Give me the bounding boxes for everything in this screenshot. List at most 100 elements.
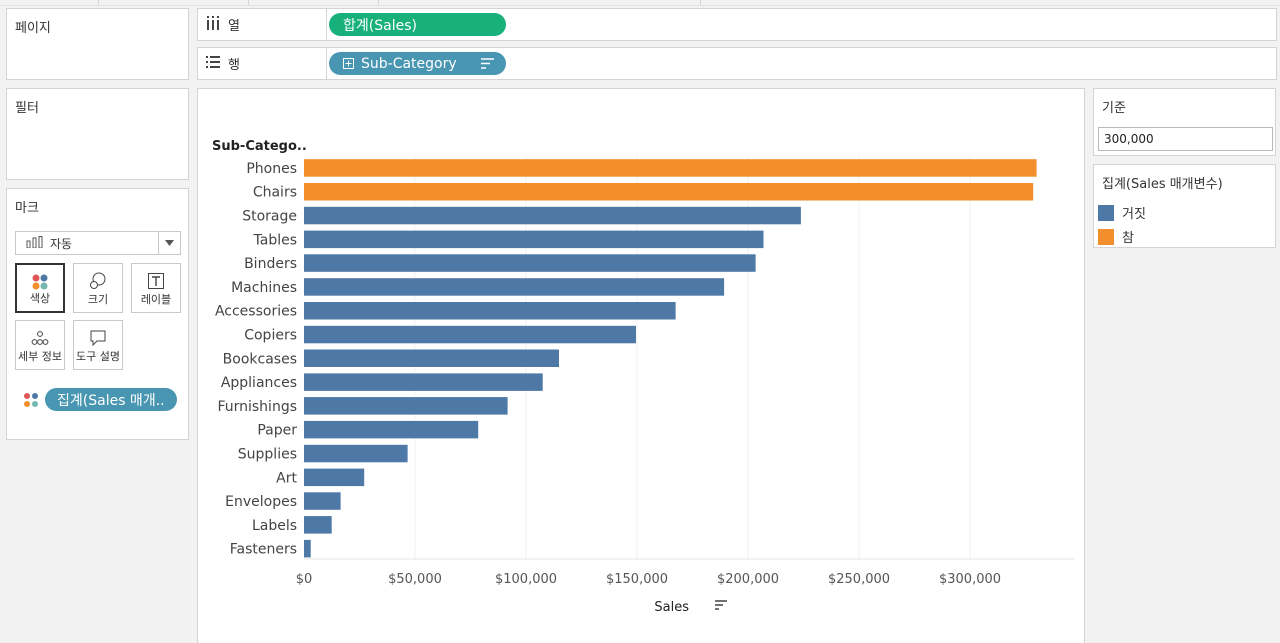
legend-item-true[interactable]: 참 [1098,227,1134,246]
color-button-label: 색상 [29,292,51,305]
tooltip-button[interactable]: 도구 설명 [73,320,123,370]
category-label[interactable]: Paper [257,423,297,439]
text-label-icon [148,273,164,289]
bar[interactable] [304,397,508,415]
bar[interactable] [304,468,365,487]
category-label[interactable]: Labels [252,518,297,534]
columns-pill-sales[interactable]: 합계(Sales) [329,13,506,36]
category-label[interactable]: Bookcases [223,351,297,367]
columns-label-text: 열 [228,19,240,34]
color-dots-icon [32,274,48,290]
speech-bubble-icon [90,330,106,347]
marks-title: 마크 [15,201,39,216]
columns-icon [206,15,220,34]
columns-shelf-label: 열 [198,9,327,40]
detail-dots-icon [31,331,49,345]
tooltip-button-label: 도구 설명 [76,350,120,363]
filters-title: 필터 [15,101,39,116]
bar[interactable] [304,516,332,534]
bar[interactable] [304,492,341,510]
x-axis-title[interactable]: Sales [654,600,689,615]
chart-view: Phones Chairs Storage Tables Binders Machines… [197,88,1085,643]
filters-card[interactable]: 필터 [6,88,189,180]
top-toolbar-strip [0,0,1280,6]
x-tick-label: $200,000 [717,572,779,587]
x-tick-label: $0 [296,572,313,587]
rows-pill-subcategory[interactable]: Sub-Category [329,52,506,75]
bar[interactable] [304,302,676,320]
parameter-input[interactable] [1098,127,1273,151]
parameter-title: 기준 [1102,101,1126,116]
rows-icon [206,55,220,72]
pages-card[interactable]: 페이지 [6,8,189,80]
category-label[interactable]: Art [276,470,297,486]
bar[interactable] [304,539,311,558]
color-field-pill[interactable]: 집계(Sales 매개.. [45,388,177,411]
mark-type-dropdown[interactable]: 자동 [15,231,181,255]
color-button[interactable]: 색상 [15,263,65,313]
category-label[interactable]: Appliances [221,375,297,391]
detail-button-label: 세부 정보 [18,350,62,363]
legend-item-false[interactable]: 거짓 [1098,203,1146,222]
legend-swatch-false [1098,204,1114,221]
category-label[interactable]: Supplies [238,447,297,463]
color-legend-card: 집계(Sales 매개변수) 거짓 참 [1093,164,1276,248]
legend-label-false: 거짓 [1122,207,1146,222]
bar[interactable] [304,278,725,296]
category-label[interactable]: Copiers [244,328,297,344]
bar[interactable] [304,159,1037,177]
rows-shelf[interactable]: 행 Sub-Category [197,47,1277,80]
mark-type-label: 자동 [50,236,73,251]
category-label[interactable]: Machines [231,280,297,296]
bar[interactable] [304,444,408,463]
x-tick-label: $50,000 [388,572,442,587]
label-button[interactable]: 레이블 [131,263,181,313]
rows-pill-label: Sub-Category [361,55,457,72]
color-dots-icon [23,392,39,412]
bar[interactable] [304,325,636,344]
category-label[interactable]: Accessories [215,304,297,320]
category-label[interactable]: Binders [244,256,297,272]
x-tick-label: $300,000 [939,572,1001,587]
category-label[interactable]: Chairs [253,185,297,201]
rows-shelf-label: 행 [198,48,327,79]
columns-shelf[interactable]: 열 합계(Sales) [197,8,1277,41]
x-tick-label: $100,000 [495,572,557,587]
category-label[interactable]: Phones [246,161,297,177]
legend-label-true: 참 [1122,231,1134,246]
bar[interactable] [304,373,543,391]
sort-descending-icon[interactable] [715,600,727,610]
parameter-card: 기준 [1093,88,1276,156]
bar-chart-icon [26,235,44,251]
columns-pill-label: 합계(Sales) [343,17,417,34]
label-button-label: 레이블 [140,293,172,306]
size-button-label: 크기 [87,293,109,306]
bar[interactable] [304,349,559,368]
category-label[interactable]: Fasteners [230,542,297,558]
detail-button[interactable]: 세부 정보 [15,320,65,370]
legend-title[interactable]: 집계(Sales 매개변수) [1102,177,1223,192]
bar[interactable] [304,230,764,249]
category-label[interactable]: Envelopes [225,494,297,510]
bar-chart: Phones Chairs Storage Tables Binders Machines… [212,139,1075,615]
legend-swatch-true [1098,228,1114,245]
sort-descending-icon[interactable] [481,58,494,69]
bar[interactable] [304,183,1034,201]
size-circles-icon [90,272,106,289]
row-header[interactable]: Sub-Catego.. [212,139,307,154]
bar[interactable] [304,206,801,225]
pages-title: 페이지 [15,21,51,36]
expand-plus-icon[interactable] [343,58,354,69]
chevron-down-icon[interactable] [158,232,180,254]
category-label[interactable]: Furnishings [217,399,297,415]
bar[interactable] [304,254,756,272]
x-tick-label: $250,000 [828,572,890,587]
category-label[interactable]: Tables [253,232,298,248]
marks-card: 마크 자동 색상 크기 레이블 세부 정보 도구 설명 집계(Sales 매개.… [6,188,189,440]
size-button[interactable]: 크기 [73,263,123,313]
rows-label-text: 행 [228,58,240,73]
color-field-pill-label: 집계(Sales 매개.. [57,392,165,409]
x-tick-label: $150,000 [606,572,668,587]
category-label[interactable]: Storage [242,209,297,225]
bar[interactable] [304,420,479,439]
